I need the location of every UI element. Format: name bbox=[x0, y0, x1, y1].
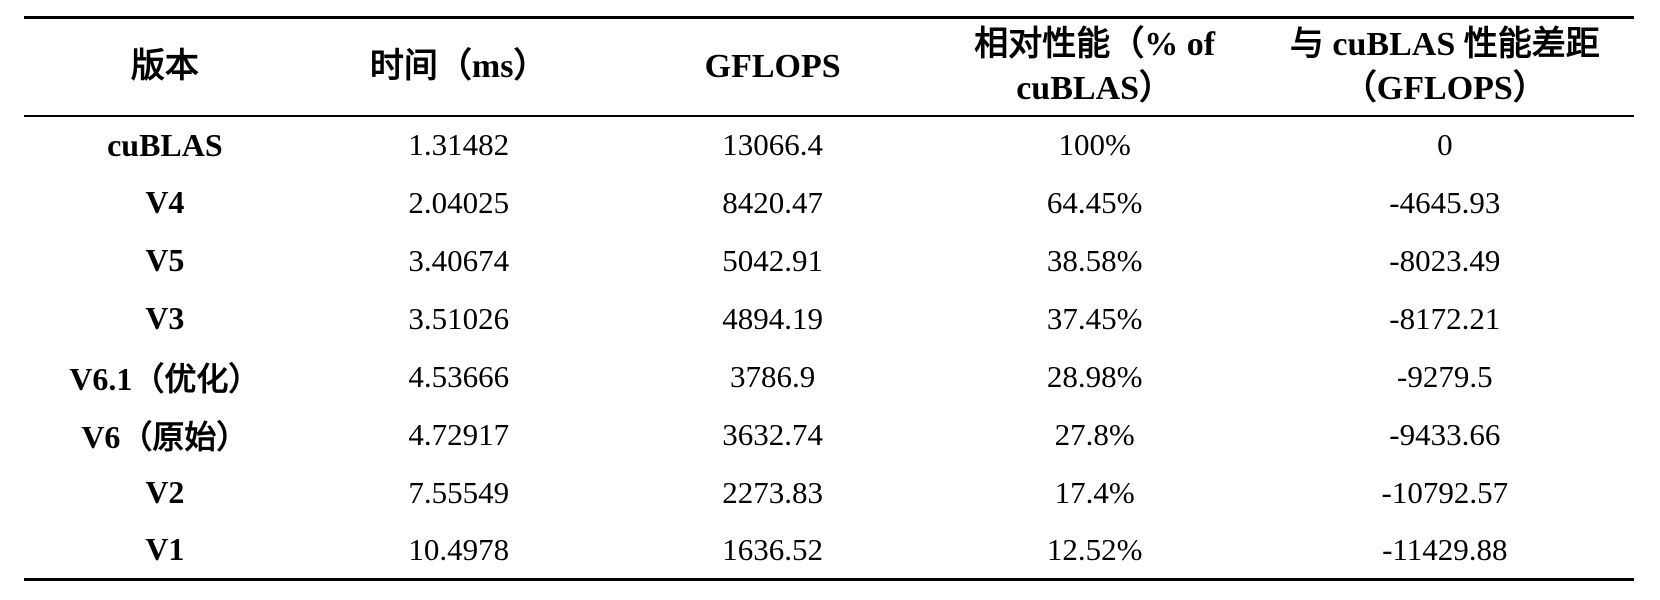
header-gflops: GFLOPS bbox=[704, 47, 841, 85]
table-row: V5 3.40674 5042.91 38.58% -8023.49 bbox=[24, 232, 1634, 290]
cell-relative: 12.52% bbox=[1046, 531, 1143, 567]
cell-gflops: 1636.52 bbox=[722, 531, 824, 567]
header-row: 版本 时间（ms） GFLOPS 相对性能（% of cuBLAS） 与 cuB… bbox=[24, 17, 1634, 116]
cell-version: V6（原始） bbox=[81, 418, 249, 455]
cell-version: cuBLAS bbox=[107, 126, 223, 163]
cell-gap: -4645.93 bbox=[1389, 184, 1501, 220]
cell-gap: -11429.88 bbox=[1382, 531, 1508, 567]
cell-time: 1.31482 bbox=[408, 127, 510, 162]
cell-gap: -8023.49 bbox=[1389, 242, 1501, 278]
cell-gap: -8172.21 bbox=[1389, 300, 1501, 336]
cell-gflops: 3786.9 bbox=[730, 358, 816, 394]
cell-gap: 0 bbox=[1437, 127, 1453, 162]
header-gap-to-cublas: 与 cuBLAS 性能差距（GFLOPS） bbox=[1289, 25, 1600, 107]
cell-gflops: 8420.47 bbox=[722, 184, 824, 220]
cell-gap: -9279.5 bbox=[1397, 358, 1493, 394]
table-row: V6.1（优化） 4.53666 3786.9 28.98% -9279.5 bbox=[24, 348, 1634, 406]
performance-table: 版本 时间（ms） GFLOPS 相对性能（% of cuBLAS） 与 cuB… bbox=[24, 16, 1634, 581]
cell-time: 7.55549 bbox=[408, 474, 510, 510]
table-body: cuBLAS 1.31482 13066.4 100% 0 V4 2.04025… bbox=[24, 116, 1634, 580]
cell-time: 2.04025 bbox=[408, 184, 510, 220]
table-row: V3 3.51026 4894.19 37.45% -8172.21 bbox=[24, 290, 1634, 348]
cell-time: 4.72917 bbox=[408, 416, 510, 452]
cell-version: V2 bbox=[145, 474, 185, 510]
table-row: V1 10.4978 1636.52 12.52% -11429.88 bbox=[24, 522, 1634, 580]
header-version: 版本 bbox=[130, 47, 199, 85]
cell-version: V1 bbox=[145, 531, 185, 568]
cell-relative: 38.58% bbox=[1046, 242, 1143, 278]
cell-gflops: 2273.83 bbox=[722, 474, 824, 510]
cell-time: 3.51026 bbox=[408, 300, 510, 336]
cell-version: V6.1（优化） bbox=[69, 360, 261, 397]
cell-gap: -9433.66 bbox=[1389, 416, 1501, 452]
cell-gflops: 3632.74 bbox=[722, 416, 824, 452]
cell-version: V3 bbox=[145, 300, 185, 336]
cell-relative: 28.98% bbox=[1046, 358, 1143, 394]
table-row: V2 7.55549 2273.83 17.4% -10792.57 bbox=[24, 464, 1634, 522]
cell-time: 10.4978 bbox=[408, 531, 510, 567]
header-time: 时间（ms） bbox=[369, 47, 548, 85]
cell-gflops: 5042.91 bbox=[722, 242, 824, 278]
cell-version: V4 bbox=[145, 184, 185, 220]
cell-gap: -10792.57 bbox=[1381, 474, 1509, 510]
cell-relative: 17.4% bbox=[1054, 474, 1135, 510]
header-relative-performance: 相对性能（% of cuBLAS） bbox=[974, 25, 1216, 107]
cell-gflops: 4894.19 bbox=[722, 300, 824, 336]
cell-gflops: 13066.4 bbox=[722, 127, 824, 162]
table-row: cuBLAS 1.31482 13066.4 100% 0 bbox=[24, 116, 1634, 174]
cell-relative: 100% bbox=[1058, 127, 1131, 162]
cell-version: V5 bbox=[145, 242, 185, 278]
cell-relative: 37.45% bbox=[1046, 300, 1143, 336]
cell-relative: 64.45% bbox=[1046, 184, 1143, 220]
table-row: V4 2.04025 8420.47 64.45% -4645.93 bbox=[24, 174, 1634, 232]
cell-relative: 27.8% bbox=[1054, 416, 1135, 452]
cell-time: 3.40674 bbox=[408, 242, 510, 278]
cell-time: 4.53666 bbox=[408, 358, 510, 394]
performance-table-container: 版本 时间（ms） GFLOPS 相对性能（% of cuBLAS） 与 cuB… bbox=[24, 16, 1634, 581]
table-header: 版本 时间（ms） GFLOPS 相对性能（% of cuBLAS） 与 cuB… bbox=[24, 17, 1634, 116]
table-row: V6（原始） 4.72917 3632.74 27.8% -9433.66 bbox=[24, 406, 1634, 464]
